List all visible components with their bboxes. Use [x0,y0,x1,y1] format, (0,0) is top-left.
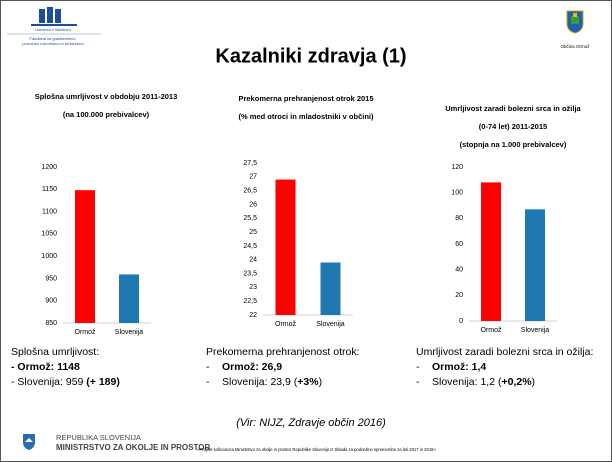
y-tick-label: 23 [249,284,257,291]
bar [275,179,296,315]
y-tick-label: 25,5 [243,215,257,222]
y-tick-label: 23,5 [243,270,257,277]
y-tick-label: 1150 [42,186,57,193]
x-tick-label: Ormož [481,327,503,334]
note-text: (+ 189) [86,376,120,388]
note-text: Ormož: 1,4 [432,361,487,373]
chart-title: Umrljivost zaradi bolezni srca in ožilja [445,104,581,113]
note-line: - Ormož: 1148 [11,360,120,375]
note-text: +3% [297,376,319,388]
note-text: - [416,376,420,388]
note-text: ) [531,376,536,388]
bar [75,190,95,323]
y-tick-label: 0 [459,318,463,325]
note-text: +0,2% [501,376,532,388]
y-tick-label: 1050 [41,231,57,238]
note-heading: Splošna umrljivost: [11,346,100,358]
faculty-name: Fakulteta za gradbeništvo, [30,36,77,41]
project-note: »Projekt sofinancira Ministrstvo za okol… [197,447,436,452]
note-line: - Slovenija: 23,9 (+3%) [206,375,360,390]
note: Umrljivost zaradi bolezni srca in ožilja… [416,345,593,390]
note: Prekomerna prehranjenost otrok: - Ormož: 2… [206,345,360,390]
y-tick-label: 24,5 [243,243,257,250]
y-tick-label: 100 [451,190,463,197]
chart-title: (0-74 let) 2011-2015 [479,122,547,131]
note-text: Slovenija: 23,9 ( [222,376,298,388]
ministry-logo [23,434,35,450]
x-tick-label: Ormož [275,321,297,328]
y-tick-label: 25 [249,229,257,236]
y-tick-label: 26 [249,201,257,208]
y-tick-label: 60 [455,241,463,248]
chart-title: (% med otroci in mladostniki v občini) [238,112,374,121]
y-tick-label: 22 [249,312,257,319]
y-tick-label: 900 [45,298,57,305]
bar [119,274,139,323]
y-tick-label: 24 [249,257,257,264]
note-line: - Ormož: 1,4 [416,360,593,375]
note-heading: Prekomerna prehranjenost otrok: [206,346,360,358]
y-tick-label: 1000 [41,253,57,260]
bar [481,182,501,321]
note-text: Ormož: 26,9 [222,361,283,373]
y-tick-label: 1100 [42,208,57,215]
note-text: - [206,376,210,388]
x-tick-label: Ormož [75,329,97,336]
y-tick-label: 27,5 [243,160,257,167]
y-tick-label: 950 [45,275,57,282]
municipality-logo [566,10,584,34]
chart-title: Prekomerna prehranjenost otrok 2015 [238,94,373,103]
note-heading: Umrljivost zaradi bolezni srca in ožilja… [416,346,594,358]
note: Splošna umrljivost: - Ormož: 1148 - Sloven… [11,345,120,390]
y-tick-label: 26,5 [243,187,257,194]
note-text: ) [318,376,323,388]
note-line: - Slovenija: 1,2 (+0,2%) [416,375,593,390]
y-tick-label: 850 [45,320,57,327]
x-tick-label: Slovenija [521,327,550,334]
ministry-line: MINISTRSTVO ZA OKOLJE IN PROSTOR [56,443,210,452]
chart-title: Splošna umrljivost v obdobju 2011-2013 [35,92,178,101]
note-text: - Ormož: 1148 [11,361,80,373]
chart-title: (na 100.000 prebivalcev) [63,110,150,119]
y-tick-label: 22,5 [243,298,257,305]
bar [525,209,545,321]
ministry-line: REPUBLIKA SLOVENIJA [56,433,141,442]
slide-title: Kazalniki zdravja (1) [215,45,406,67]
bar [320,262,341,315]
y-tick-label: 27 [249,174,257,181]
y-tick-label: 120 [451,164,463,171]
x-tick-label: Slovenija [115,329,144,336]
note-line: - Slovenija: 959 (+ 189) [11,375,120,390]
y-tick-label: 40 [455,267,463,274]
note-text: - Slovenija: 959 [11,376,87,388]
y-tick-label: 1200 [41,164,57,171]
x-tick-label: Slovenija [316,321,345,328]
university-name: Univerza v Mariboru [35,27,71,32]
y-tick-label: 80 [455,215,463,222]
note-text: - [416,361,420,373]
note-text: Slovenija: 1,2 ( [432,376,502,388]
municipality-name: Občina Ormož [560,44,590,49]
note-text: - [206,361,210,373]
chart-title: (stopnja na 1.000 prebivalcev) [460,140,567,149]
note-line: - Ormož: 26,9 [206,360,360,375]
faculty-name: prometno inženirstvo in arhitekturo [22,41,84,46]
source: (Vir: NIJZ, Zdravje občin 2016) [236,417,386,429]
y-tick-label: 20 [455,292,463,299]
university-logo [7,7,101,35]
